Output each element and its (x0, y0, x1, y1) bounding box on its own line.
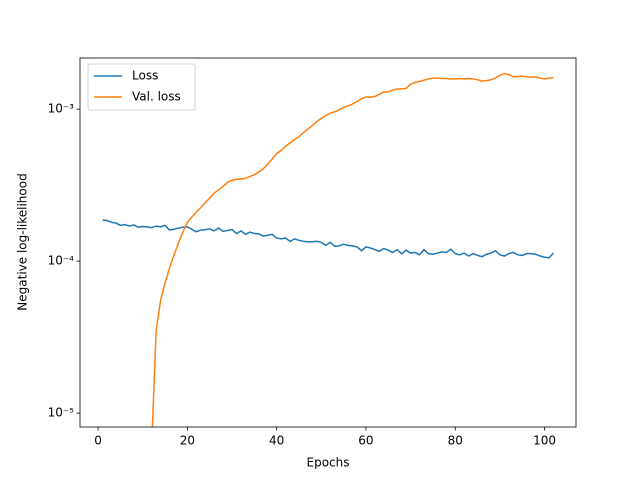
axes-frame (79, 57, 577, 428)
y-tick-label: 10⁻³ (48, 102, 75, 116)
data-line (102, 219, 555, 259)
y-axis-label: Negative log-likelihood (16, 173, 30, 310)
legend-label: Loss (132, 69, 158, 83)
data-line (151, 72, 554, 427)
x-tick-label: 100 (533, 434, 556, 448)
x-tick-label: 20 (180, 434, 195, 448)
x-tick-label: 0 (94, 434, 102, 448)
x-tick-label: 80 (448, 434, 463, 448)
x-tick-label: 60 (358, 434, 373, 448)
x-tick-label: 40 (269, 434, 284, 448)
x-axis-label: Epochs (307, 456, 350, 470)
legend-label: Val. loss (132, 90, 181, 104)
plot-area (102, 72, 555, 427)
y-tick-label: 10⁻⁵ (48, 406, 75, 420)
y-tick-label: 10⁻⁴ (48, 254, 75, 268)
